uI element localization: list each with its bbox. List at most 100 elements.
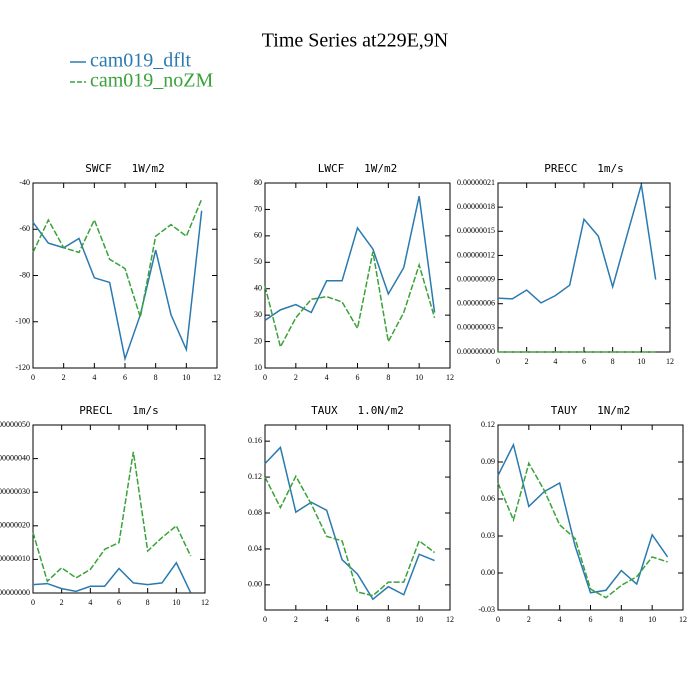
x-tick-label: 6: [589, 615, 593, 624]
y-tick-label: 0.00000000: [0, 588, 30, 597]
x-tick-label: 0: [263, 615, 267, 624]
y-tick-label: 0.00000009: [457, 274, 495, 283]
x-tick-label: 0: [31, 598, 35, 607]
x-tick-label: 8: [611, 357, 615, 366]
x-tick-label: 12: [213, 373, 221, 382]
x-tick-label: 4: [553, 357, 557, 366]
panel-title: TAUY 1N/m2: [551, 404, 630, 417]
x-tick-label: 2: [62, 373, 66, 382]
y-tick-label: 0.00000040: [0, 453, 30, 462]
y-tick-label: 0.00000050: [0, 420, 30, 429]
y-tick-label: 0.12: [481, 420, 495, 429]
x-tick-label: 8: [146, 598, 150, 607]
y-tick-label: 0.00: [481, 568, 495, 577]
y-tick-label: -100: [15, 317, 30, 326]
series-line: [32, 561, 192, 593]
x-tick-label: 4: [92, 373, 96, 382]
y-tick-label: -0.03: [478, 605, 495, 614]
y-tick-label: 50: [254, 257, 262, 266]
x-tick-label: 4: [325, 373, 329, 382]
x-tick-label: 12: [201, 598, 209, 607]
x-tick-label: 8: [386, 615, 390, 624]
panel-title: TAUX 1.0N/m2: [311, 404, 404, 417]
x-tick-label: 6: [582, 357, 586, 366]
y-tick-label: 0.04: [248, 544, 262, 553]
y-tick-label: 0.03: [481, 531, 495, 540]
x-tick-label: 6: [356, 373, 360, 382]
x-tick-label: 4: [88, 598, 92, 607]
series-line: [264, 251, 436, 349]
x-tick-label: 10: [637, 357, 645, 366]
y-tick-label: 0.00000018: [457, 202, 495, 211]
plot-frame: [497, 424, 684, 611]
y-tick-label: 0.00000030: [0, 487, 30, 496]
x-tick-label: 2: [527, 615, 531, 624]
x-tick-label: 0: [31, 373, 35, 382]
y-tick-label: 40: [254, 284, 262, 293]
y-tick-label: 0.12: [248, 472, 262, 481]
x-tick-label: 2: [294, 373, 298, 382]
series-line: [497, 461, 668, 599]
plot-frame: [264, 424, 451, 611]
legend-label: cam019_noZM: [90, 70, 214, 92]
x-tick-label: 2: [525, 357, 529, 366]
x-tick-label: 0: [263, 373, 267, 382]
x-tick-label: 10: [172, 598, 180, 607]
x-tick-label: 10: [415, 615, 423, 624]
x-tick-label: 12: [446, 373, 454, 382]
y-tick-label: -40: [19, 178, 30, 187]
x-tick-label: 0: [496, 357, 500, 366]
y-tick-label: 0.16: [248, 436, 262, 445]
y-tick-label: 0.00000006: [457, 299, 495, 308]
y-tick-label: 0.00000003: [457, 323, 495, 332]
x-tick-label: 6: [123, 373, 127, 382]
legend-label: cam019_dflt: [90, 50, 192, 72]
y-tick-label: 0.00000015: [457, 226, 495, 235]
panel-title: PRECL 1m/s: [79, 404, 158, 417]
y-tick-label: 0.08: [248, 508, 262, 517]
series-line: [264, 474, 436, 597]
x-tick-label: 6: [117, 598, 121, 607]
y-tick-label: -80: [19, 270, 30, 279]
y-tick-label: 0.00000021: [457, 178, 495, 187]
plot-frame: [32, 182, 218, 369]
x-tick-label: 10: [648, 615, 656, 624]
y-tick-label: 20: [254, 336, 262, 345]
figure-title: Time Series at229E,9N: [262, 30, 448, 52]
y-tick-label: 0.00000020: [0, 521, 30, 530]
y-tick-label: 0.00000012: [457, 250, 495, 259]
y-tick-label: 0.00: [248, 580, 262, 589]
y-tick-label: 30: [254, 310, 262, 319]
series-line: [497, 184, 657, 304]
x-tick-label: 2: [294, 615, 298, 624]
x-tick-label: 10: [415, 373, 423, 382]
series-line: [32, 210, 203, 362]
panel-title: LWCF 1W/m2: [318, 162, 397, 175]
x-tick-label: 8: [386, 373, 390, 382]
y-tick-label: 80: [254, 178, 262, 187]
x-tick-label: 8: [619, 615, 623, 624]
series-line: [32, 198, 203, 318]
series-line: [264, 445, 435, 601]
x-tick-label: 12: [679, 615, 687, 624]
y-tick-label: 0.00000000: [457, 347, 495, 356]
y-tick-label: 70: [254, 204, 262, 213]
series-line: [497, 442, 669, 594]
y-tick-label: 10: [254, 363, 262, 372]
x-tick-label: 8: [154, 373, 158, 382]
panel-title: PRECC 1m/s: [544, 162, 623, 175]
y-tick-label: -120: [15, 363, 30, 372]
y-tick-label: 0.06: [481, 494, 495, 503]
series-line: [32, 451, 192, 583]
x-tick-label: 4: [558, 615, 562, 624]
x-tick-label: 6: [356, 615, 360, 624]
y-tick-label: 0.09: [481, 457, 495, 466]
y-tick-label: -60: [19, 224, 30, 233]
x-tick-label: 12: [666, 357, 674, 366]
panel-title: SWCF 1W/m2: [85, 162, 164, 175]
y-tick-label: 60: [254, 231, 262, 240]
x-tick-label: 12: [446, 615, 454, 624]
x-tick-label: 10: [182, 373, 190, 382]
series-line: [264, 196, 436, 322]
